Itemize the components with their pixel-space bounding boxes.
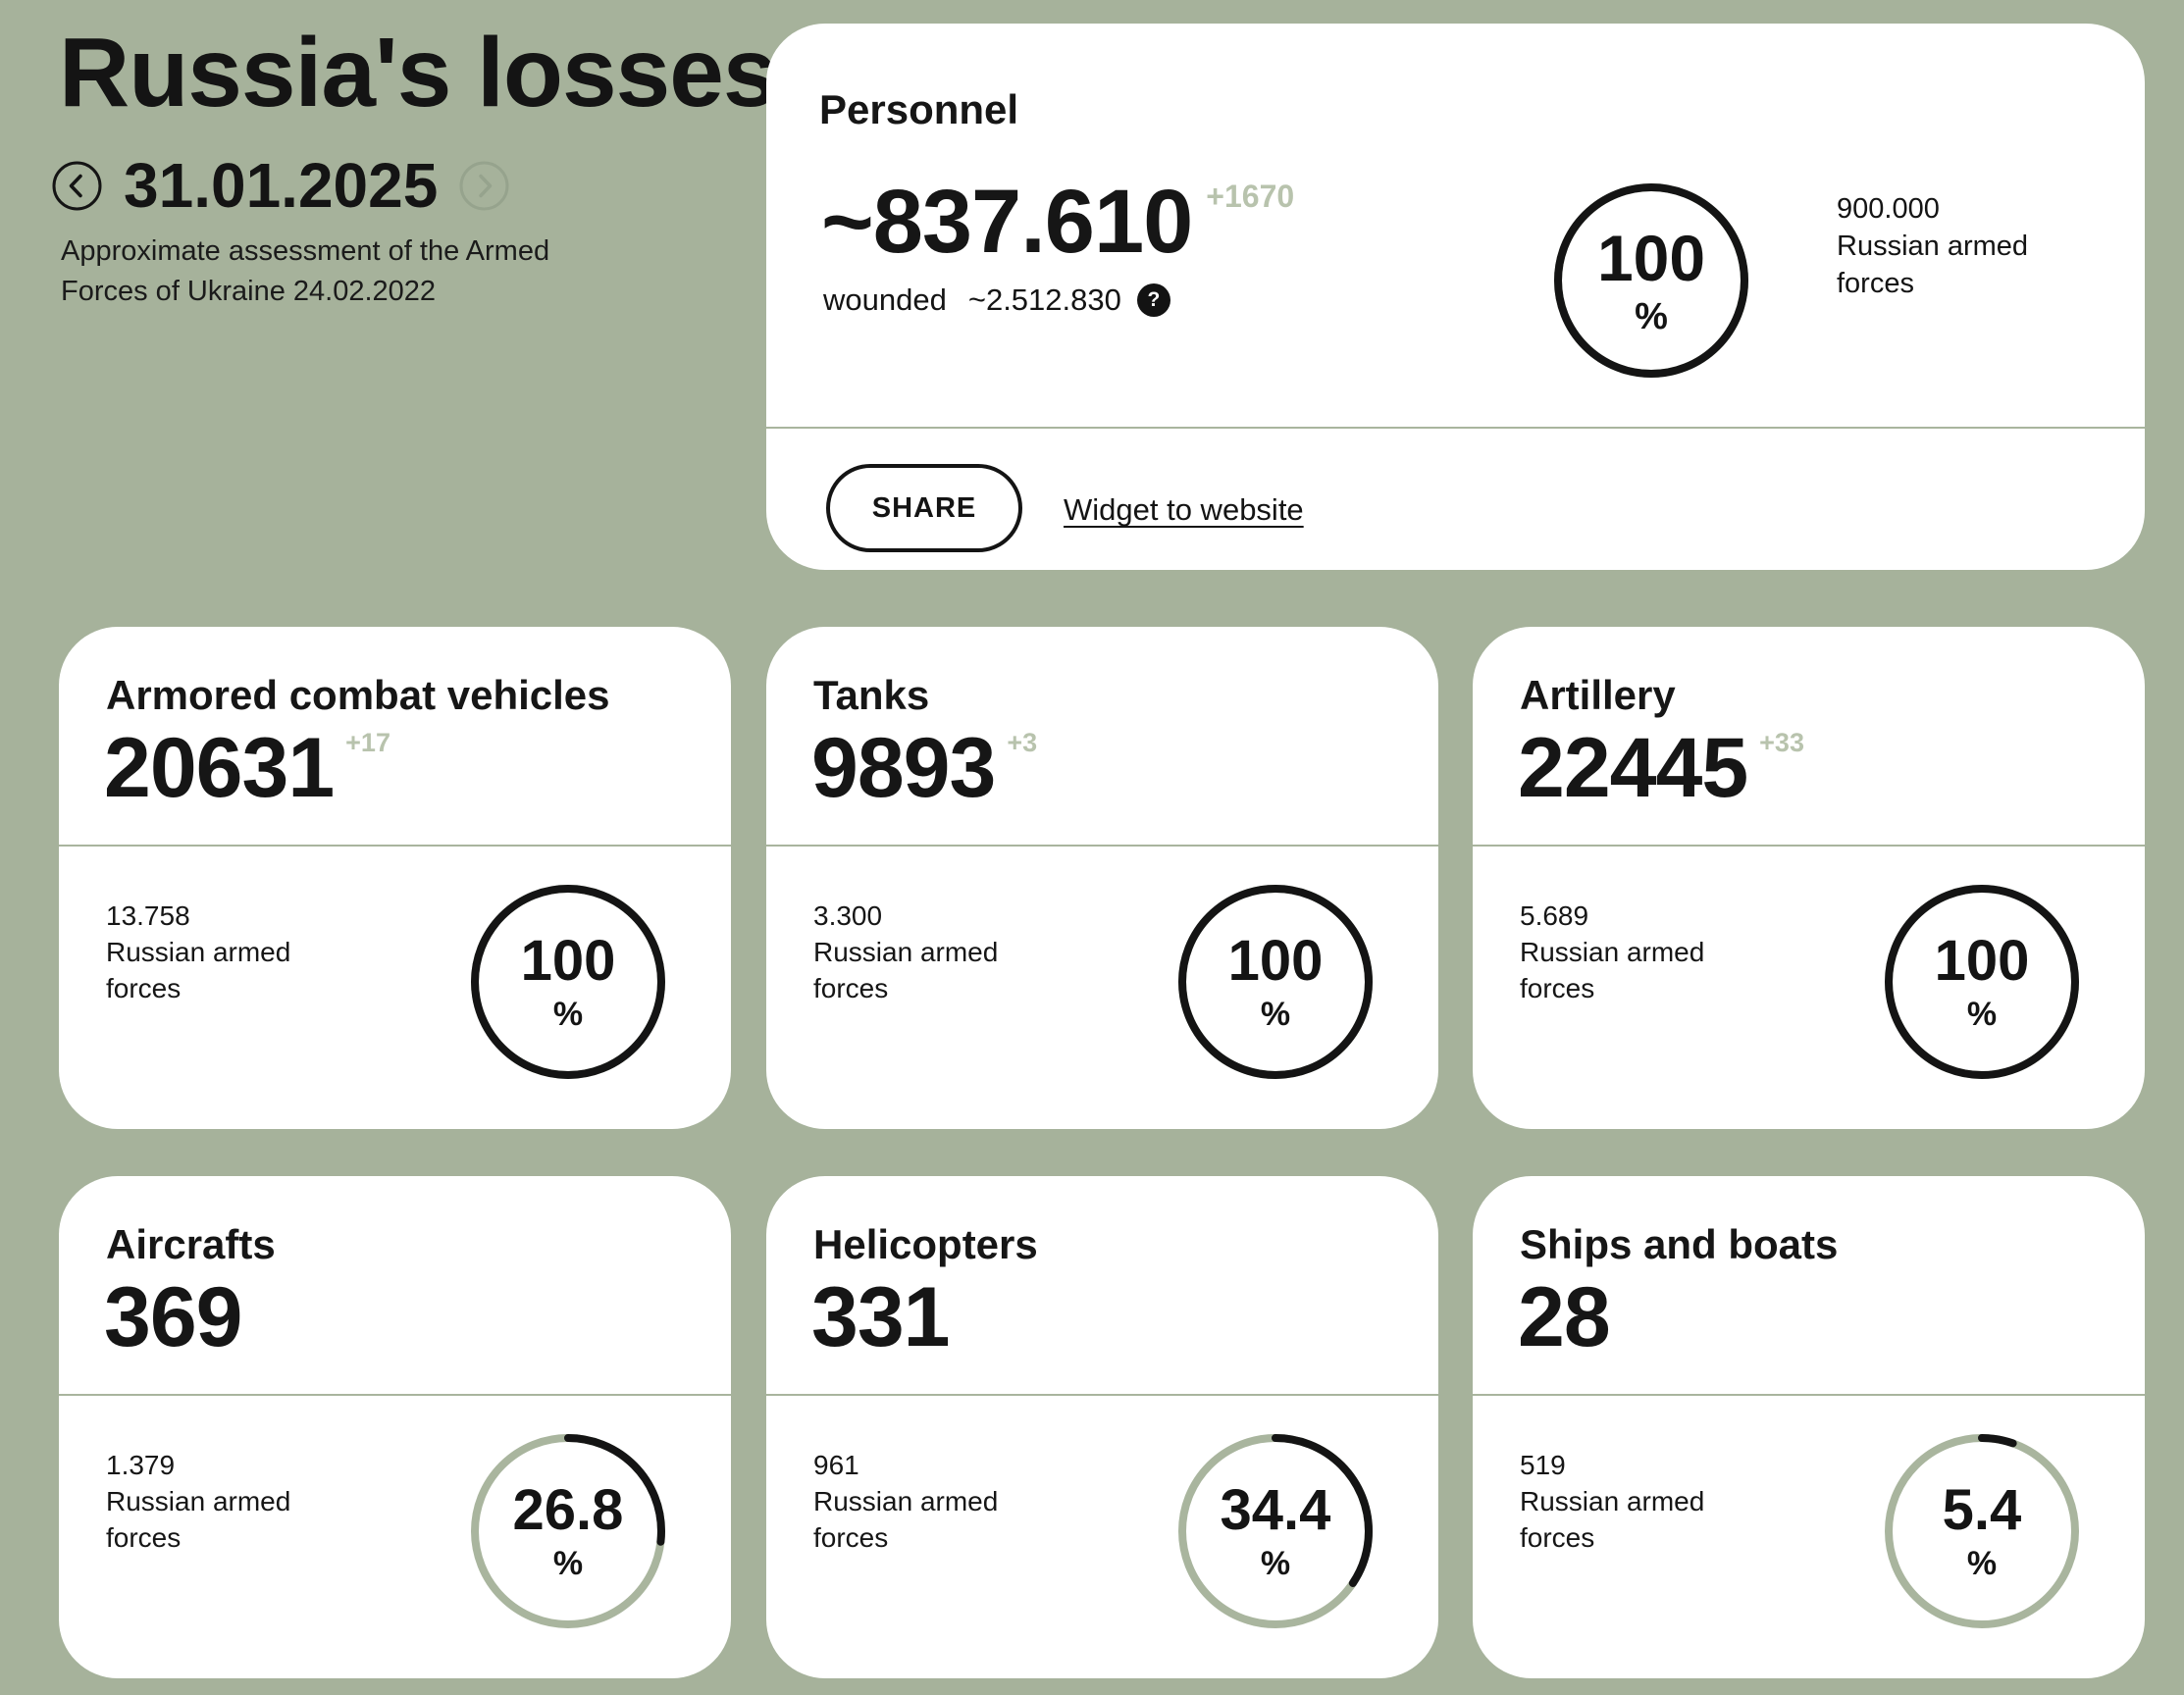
widget-to-website-link[interactable]: Widget to website (1064, 492, 1304, 527)
card-title: Ships and boats (1520, 1221, 1839, 1267)
card-divider (59, 845, 731, 847)
chevron-left-icon (52, 161, 102, 211)
loss-value: 9893 (811, 721, 996, 815)
help-icon[interactable]: ? (1136, 283, 1170, 317)
card-title: Helicopters (813, 1221, 1038, 1267)
stat-card-tanks: Tanks 9893 +3 3.300 Russian armed forces… (766, 627, 1438, 1129)
percent-value: 5.4 (1942, 1478, 2022, 1542)
card-title: Artillery (1520, 672, 1676, 718)
stat-card-aircrafts: Aircrafts 369 1.379 Russian armed forces… (59, 1176, 731, 1678)
percent-value: 100 (520, 929, 616, 993)
previous-date-button[interactable] (52, 161, 102, 211)
percent-sign: % (1635, 296, 1668, 337)
card-divider (766, 1394, 1438, 1396)
chevron-right-icon (459, 161, 509, 211)
percent-value: 34.4 (1220, 1478, 1331, 1542)
percent-value: 100 (1596, 222, 1706, 294)
percent-sign: % (1966, 996, 1998, 1033)
stat-card-armored-combat-vehicles: Armored combat vehicles 20631 +17 13.758… (59, 627, 731, 1129)
percent-ring: 100 % (1554, 183, 1748, 378)
percent-sign: % (1966, 1545, 1998, 1582)
percent-sign: % (552, 996, 584, 1033)
loss-value: 22445 (1518, 721, 1748, 815)
percent-value: 100 (1934, 929, 2030, 993)
share-button[interactable]: SHARE (826, 464, 1022, 552)
wounded-row: wounded ~2.512.830 ? (823, 282, 1170, 318)
card-title: Armored combat vehicles (106, 672, 610, 718)
card-divider (766, 427, 2145, 429)
assessment-subtitle: Approximate assessment of the Armed Forc… (61, 235, 550, 307)
stat-card-helicopters: Helicopters 331 961 Russian armed forces… (766, 1176, 1438, 1678)
percent-value: 26.8 (512, 1478, 624, 1542)
loss-value: 20631 (104, 721, 335, 815)
percent-ring: 5.4 % (1885, 1434, 2079, 1628)
percent-ring: 100 % (1885, 885, 2079, 1079)
baseline-total: 961 Russian armed forces (813, 1450, 999, 1553)
percent-ring: 26.8 % (471, 1434, 665, 1628)
card-title: Personnel (819, 86, 1019, 132)
daily-delta: +1670 (1206, 179, 1295, 214)
baseline-total: 900.000 Russian armed forces (1837, 193, 2029, 299)
daily-delta: +17 (345, 728, 390, 757)
page-title: Russia's losses (59, 18, 777, 128)
percent-ring: 34.4 % (1178, 1434, 1373, 1628)
baseline-total: 13.758 Russian armed forces (106, 900, 291, 1003)
percent-value: 100 (1227, 929, 1324, 993)
wounded-value: ~2.512.830 (967, 282, 1121, 317)
baseline-total: 1.379 Russian armed forces (106, 1450, 291, 1553)
percent-ring: 100 % (1178, 885, 1373, 1079)
loss-value: 369 (104, 1270, 242, 1364)
next-date-button[interactable] (459, 161, 509, 211)
wounded-label: wounded (823, 282, 947, 317)
loss-value: ~837.610 (821, 172, 1193, 272)
card-divider (766, 845, 1438, 847)
percent-ring: 100 % (471, 885, 665, 1079)
stat-card-ships-and-boats: Ships and boats 28 519 Russian armed for… (1473, 1176, 2145, 1678)
personnel-card: Personnel ~837.610 +1670 wounded ~2.512.… (766, 24, 2145, 570)
percent-sign: % (1260, 996, 1291, 1033)
loss-value: 331 (811, 1270, 950, 1364)
baseline-total: 5.689 Russian armed forces (1520, 900, 1705, 1003)
personnel-total: ~837.610 +1670 (821, 177, 1294, 267)
current-date: 31.01.2025 (124, 150, 439, 221)
card-title: Aircrafts (106, 1221, 276, 1267)
baseline-total: 519 Russian armed forces (1520, 1450, 1705, 1553)
card-title: Tanks (813, 672, 930, 718)
loss-value: 28 (1518, 1270, 1611, 1364)
daily-delta: +3 (1007, 728, 1038, 757)
percent-sign: % (1260, 1545, 1291, 1582)
card-divider (1473, 1394, 2145, 1396)
baseline-total: 3.300 Russian armed forces (813, 900, 999, 1003)
percent-sign: % (552, 1545, 584, 1582)
card-divider (1473, 845, 2145, 847)
card-divider (59, 1394, 731, 1396)
daily-delta: +33 (1759, 728, 1804, 757)
stat-card-artillery: Artillery 22445 +33 5.689 Russian armed … (1473, 627, 2145, 1129)
date-navigation: 31.01.2025 (52, 149, 509, 222)
